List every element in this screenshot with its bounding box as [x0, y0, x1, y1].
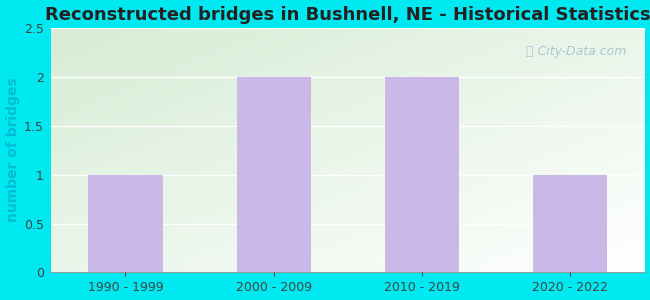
Y-axis label: number of bridges: number of bridges — [6, 78, 20, 223]
Bar — [533, 175, 607, 272]
Bar — [88, 175, 162, 272]
Text: ⓘ City-Data.com: ⓘ City-Data.com — [526, 45, 627, 58]
Bar — [237, 77, 311, 272]
Bar — [385, 77, 459, 272]
Title: Reconstructed bridges in Bushnell, NE - Historical Statistics: Reconstructed bridges in Bushnell, NE - … — [45, 6, 650, 24]
